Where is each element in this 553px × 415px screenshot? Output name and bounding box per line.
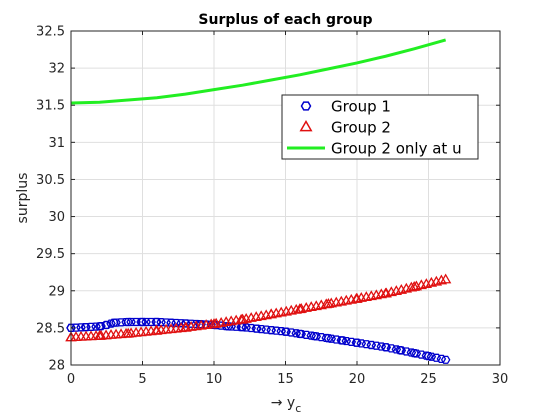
data-point xyxy=(123,317,133,327)
data-point xyxy=(109,318,119,327)
data-point xyxy=(208,318,220,328)
axis-ticks: 0 5 10 15 20 25 30 28 28.5 29 29.5 30 30.5 31 31.5 32 32… xyxy=(36,25,508,388)
data-point xyxy=(294,303,306,314)
data-point xyxy=(141,317,151,327)
data-point xyxy=(166,318,176,327)
data-point xyxy=(266,326,276,335)
data-point xyxy=(395,346,405,355)
data-point xyxy=(111,318,121,327)
data-point xyxy=(236,313,249,324)
legend-label: Group 1 xyxy=(331,98,391,116)
data-point xyxy=(265,308,277,319)
x-axis-label-main: → y xyxy=(271,395,295,411)
y-tick-label: 32 xyxy=(48,62,65,77)
legend-items: Group 1 Group 2 Group 2 only at u xyxy=(287,98,462,158)
data-point xyxy=(322,298,335,308)
series-2 xyxy=(65,273,452,342)
series-layer xyxy=(65,38,452,364)
data-point xyxy=(423,351,434,361)
data-point xyxy=(351,292,363,303)
legend-item-1: Group 1 xyxy=(300,98,391,116)
data-point xyxy=(156,318,166,327)
data-point xyxy=(352,338,362,347)
x-tick-label: 20 xyxy=(349,372,366,387)
legend-marker-swatch xyxy=(299,119,313,132)
data-point xyxy=(309,331,319,341)
x-tick-label: 5 xyxy=(138,372,146,387)
y-tick-label: 30.5 xyxy=(36,173,65,188)
y-tick-label: 29 xyxy=(48,284,65,299)
y-tick-label: 28 xyxy=(48,359,65,374)
y-tick-label: 30 xyxy=(48,210,65,225)
legend-label: Group 2 xyxy=(331,119,391,137)
data-point xyxy=(409,349,419,358)
data-point xyxy=(295,329,305,338)
data-point xyxy=(435,274,448,285)
y-axis-label: surplus xyxy=(15,173,31,224)
series-line xyxy=(70,38,447,105)
series-1 xyxy=(66,317,451,364)
legend-label: Group 2 only at u xyxy=(331,140,462,158)
legend: Group 1 Group 2 Group 2 only at u xyxy=(281,94,479,160)
data-point xyxy=(126,317,136,327)
data-point xyxy=(280,327,291,336)
series-3 xyxy=(70,38,447,105)
data-point xyxy=(380,343,391,352)
data-point xyxy=(440,355,451,364)
data-point xyxy=(137,317,148,327)
x-tick-label: 25 xyxy=(420,372,437,387)
data-point xyxy=(366,340,377,350)
x-tick-label: 10 xyxy=(206,372,223,387)
data-point xyxy=(80,323,91,332)
data-point xyxy=(439,273,452,284)
x-axis-label: → yc xyxy=(271,395,302,415)
data-point xyxy=(179,321,192,332)
data-point xyxy=(101,320,112,330)
x-axis-label-subscript: c xyxy=(295,402,301,415)
data-point xyxy=(161,318,171,327)
x-tick-label: 30 xyxy=(492,372,509,387)
data-point xyxy=(209,320,219,330)
data-point xyxy=(93,329,106,340)
data-point xyxy=(379,287,392,298)
y-tick-label: 31.5 xyxy=(36,99,65,114)
data-point xyxy=(252,324,262,333)
chart-title: Surplus of each group xyxy=(198,12,372,28)
y-tick-label: 29.5 xyxy=(36,247,65,262)
data-point xyxy=(408,280,420,291)
legend-item-3: Group 2 only at u xyxy=(287,140,462,158)
legend-marker-swatch xyxy=(300,101,312,111)
data-point xyxy=(337,336,348,345)
legend-item-2: Group 2 xyxy=(299,119,391,137)
x-tick-label: 0 xyxy=(67,372,75,387)
data-point xyxy=(122,327,134,338)
y-tick-label: 28.5 xyxy=(36,321,65,336)
y-tick-label: 32.5 xyxy=(36,25,65,40)
y-tick-label: 31 xyxy=(48,136,65,151)
data-point xyxy=(66,323,76,332)
data-point xyxy=(86,322,96,331)
data-point xyxy=(152,317,162,327)
x-tick-label: 15 xyxy=(277,372,294,387)
data-point xyxy=(323,334,334,343)
data-point xyxy=(226,322,236,331)
data-point xyxy=(94,322,105,331)
data-point xyxy=(151,324,163,335)
